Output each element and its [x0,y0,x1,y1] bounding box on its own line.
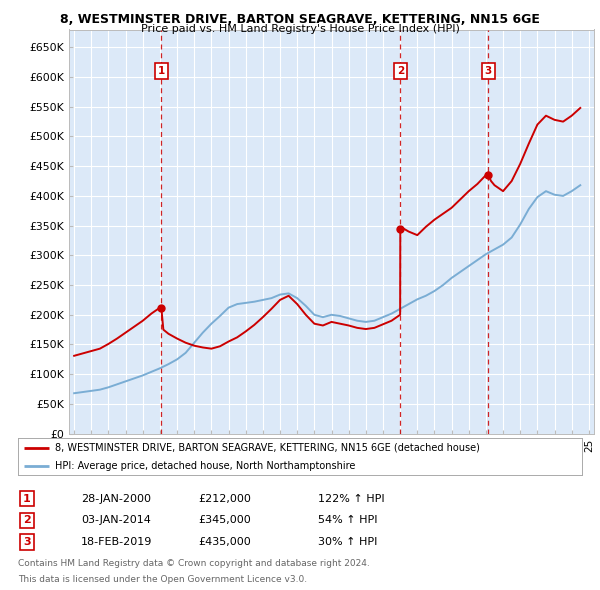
Text: 8, WESTMINSTER DRIVE, BARTON SEAGRAVE, KETTERING, NN15 6GE: 8, WESTMINSTER DRIVE, BARTON SEAGRAVE, K… [60,13,540,26]
Text: 3: 3 [23,537,31,547]
Text: 2: 2 [397,66,404,76]
Text: HPI: Average price, detached house, North Northamptonshire: HPI: Average price, detached house, Nort… [55,461,355,471]
Text: 03-JAN-2014: 03-JAN-2014 [81,516,151,525]
Text: £435,000: £435,000 [198,537,251,547]
Text: 2: 2 [23,516,31,525]
Text: 122% ↑ HPI: 122% ↑ HPI [318,494,385,503]
Text: £345,000: £345,000 [198,516,251,525]
Text: 28-JAN-2000: 28-JAN-2000 [81,494,151,503]
Text: This data is licensed under the Open Government Licence v3.0.: This data is licensed under the Open Gov… [18,575,307,584]
Text: 1: 1 [23,494,31,503]
Text: Contains HM Land Registry data © Crown copyright and database right 2024.: Contains HM Land Registry data © Crown c… [18,559,370,568]
Text: 1: 1 [158,66,165,76]
Text: 18-FEB-2019: 18-FEB-2019 [81,537,152,547]
Text: 3: 3 [485,66,492,76]
Text: Price paid vs. HM Land Registry's House Price Index (HPI): Price paid vs. HM Land Registry's House … [140,24,460,34]
Text: 8, WESTMINSTER DRIVE, BARTON SEAGRAVE, KETTERING, NN15 6GE (detached house): 8, WESTMINSTER DRIVE, BARTON SEAGRAVE, K… [55,442,479,453]
Text: 30% ↑ HPI: 30% ↑ HPI [318,537,377,547]
Text: 54% ↑ HPI: 54% ↑ HPI [318,516,377,525]
Text: £212,000: £212,000 [198,494,251,503]
